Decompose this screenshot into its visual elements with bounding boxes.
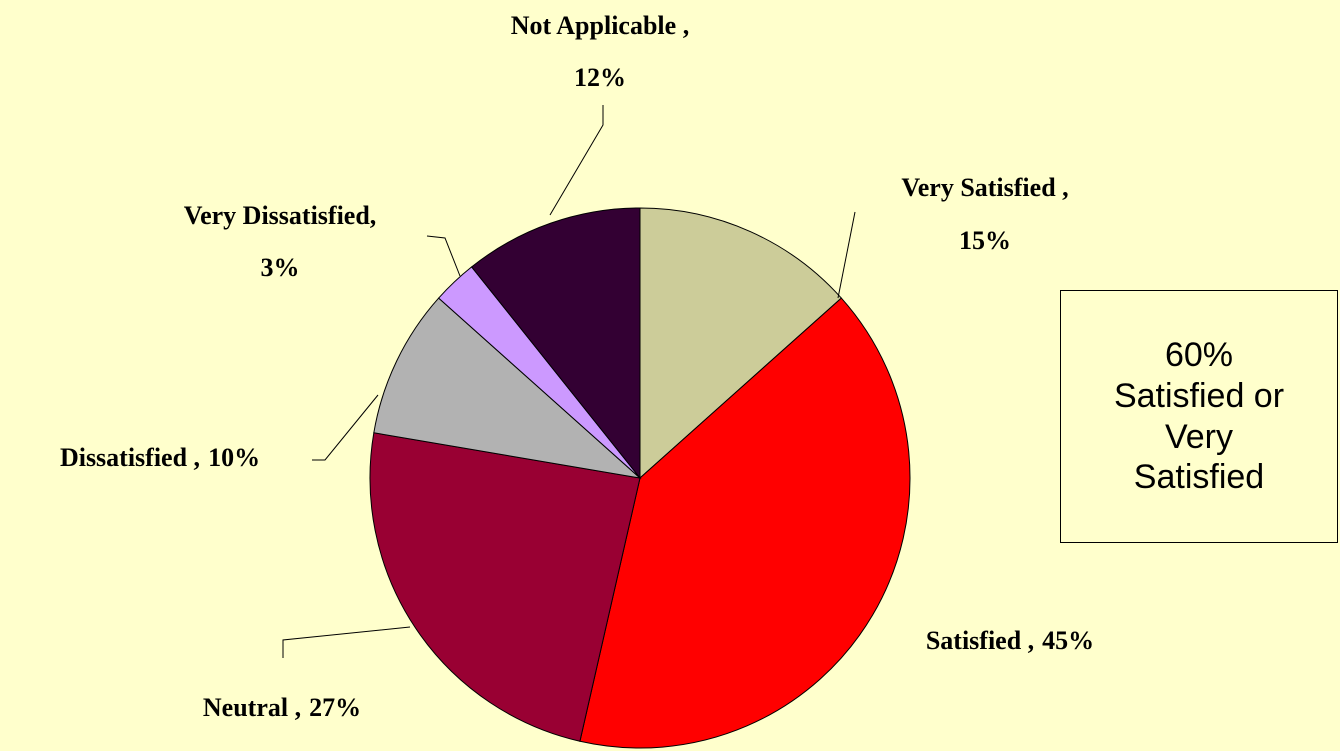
value-label: 3% <box>261 253 300 282</box>
leader-line <box>549 105 604 216</box>
category-label: Very Satisfied , <box>901 173 1068 202</box>
pie-slice <box>373 297 642 479</box>
value-label: 27% <box>309 693 361 722</box>
category-label: Not Applicable , <box>511 11 689 40</box>
leader-line <box>426 235 461 277</box>
pie-slice <box>470 207 641 480</box>
value-label: 15% <box>959 226 1011 255</box>
value-label: 10% <box>208 443 260 472</box>
category-label: Neutral , <box>203 693 301 722</box>
category-label: Very Dissatisfied, <box>184 201 377 230</box>
pie-slice <box>579 297 911 749</box>
pie-slice <box>369 432 641 742</box>
value-label: 12% <box>574 63 626 92</box>
annotation-box: 60% Satisfied or Very Satisfied <box>1060 290 1338 543</box>
category-label: Satisfied , <box>926 626 1034 655</box>
value-label: 45% <box>1042 626 1094 655</box>
data-label: Dissatisfied , 10% <box>60 443 260 472</box>
pie-slice <box>639 207 843 480</box>
leader-line <box>282 626 411 658</box>
category-label: Dissatisfied , <box>60 443 200 472</box>
leader-line <box>837 211 856 299</box>
data-label: Neutral , 27% <box>203 693 361 722</box>
leader-line <box>312 394 379 461</box>
data-label: Satisfied , 45% <box>926 626 1094 655</box>
annotation: 60% Satisfied or Very Satisfied <box>1113 335 1285 497</box>
